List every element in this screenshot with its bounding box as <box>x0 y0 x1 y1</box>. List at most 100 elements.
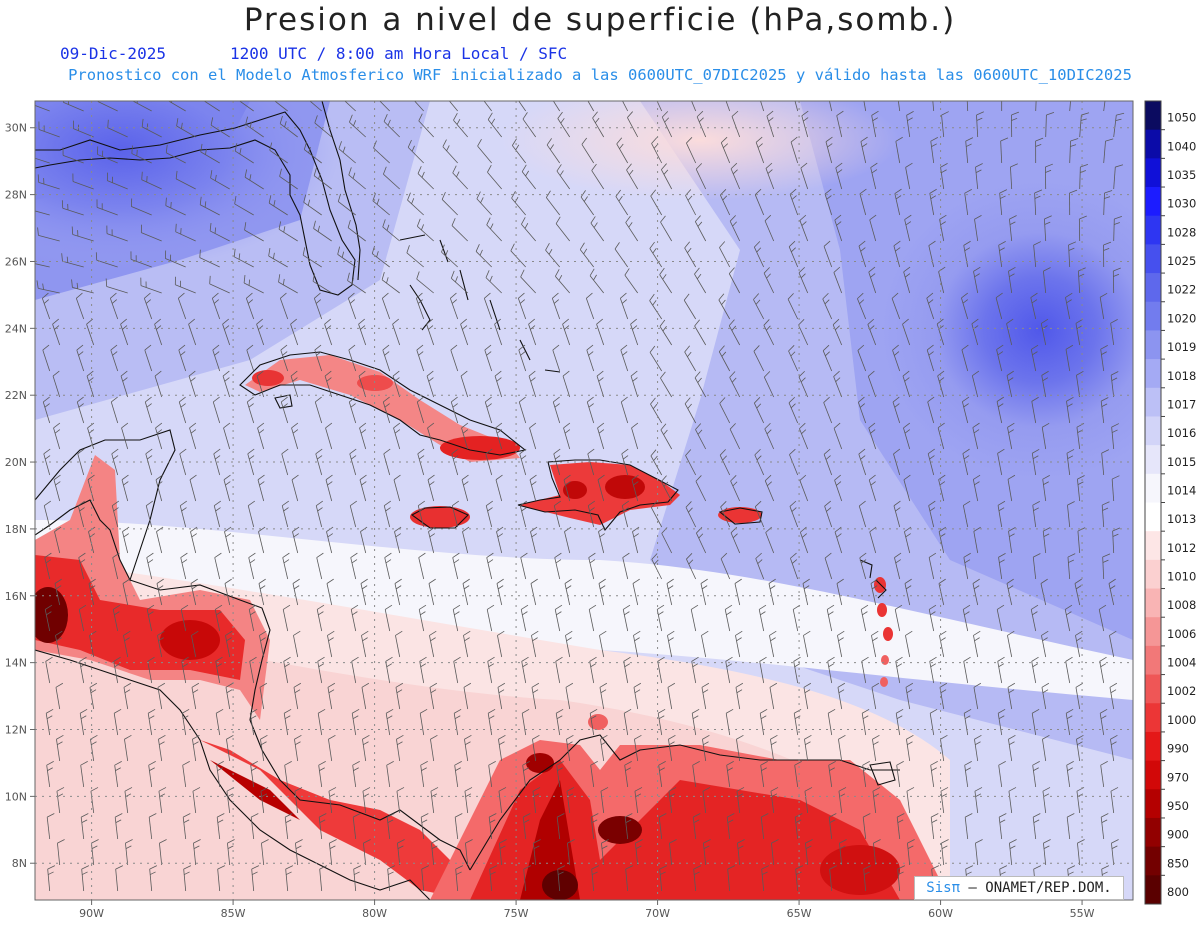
wind-barb-flag <box>1076 787 1085 792</box>
page-title: Presion a nivel de superficie (hPa,somb.… <box>243 2 957 38</box>
wind-barb-flag <box>359 474 367 481</box>
wind-barb-flag <box>395 533 401 538</box>
wind-barb-flag <box>360 325 366 330</box>
colorbar-label: 1016 <box>1167 426 1196 440</box>
wind-barb-flag <box>1043 845 1050 849</box>
wind-barb-shaft <box>347 227 366 242</box>
wind-barb-flag <box>1040 578 1048 584</box>
wind-barb-shaft <box>940 167 945 190</box>
wind-barb-flag <box>349 448 357 455</box>
wind-barb-flag <box>730 162 738 170</box>
wind-barb-shaft <box>1008 791 1013 814</box>
wind-barb-flag <box>226 689 233 694</box>
wind-barb-flag <box>732 221 737 227</box>
wind-barb-flag <box>222 370 230 377</box>
wind-barb-flag <box>45 559 52 564</box>
wind-barb-shaft <box>1041 635 1047 658</box>
wind-barb-flag <box>1077 481 1084 485</box>
wind-barb-flag <box>941 793 948 797</box>
wind-barb-shaft <box>72 181 94 190</box>
wind-barb-flag <box>1077 475 1085 480</box>
wind-barb-flag <box>632 578 640 584</box>
wind-barb-shaft <box>651 143 663 164</box>
wind-barb-shaft <box>789 194 799 216</box>
wind-barb-shaft <box>897 869 901 892</box>
wind-barb-shaft <box>753 402 765 424</box>
wind-barb-flag <box>528 370 536 377</box>
wind-barb-shaft <box>1042 791 1047 814</box>
wind-barb-flag <box>46 761 54 766</box>
wind-barb-flag <box>700 578 708 584</box>
wind-barb-flag <box>804 734 812 740</box>
wind-barb-shaft <box>1032 817 1037 840</box>
wind-barb-flag <box>872 734 880 740</box>
wind-barb-flag <box>325 474 333 481</box>
wind-barb-flag <box>764 422 771 430</box>
wind-barb-flag <box>839 839 847 844</box>
wind-barb-shaft <box>120 375 129 398</box>
wind-barb-flag <box>315 396 322 403</box>
wind-barb-flag <box>596 370 604 377</box>
wind-barb-flag <box>565 481 571 486</box>
wind-barb-flag <box>619 143 624 149</box>
wind-barb-shaft <box>130 259 152 268</box>
wind-barb-shaft <box>600 739 605 762</box>
wind-barb-flag <box>1115 118 1122 122</box>
wind-barb-shaft <box>1099 661 1105 684</box>
wind-barb-flag <box>157 682 166 688</box>
wind-barb-flag <box>725 656 733 662</box>
wind-barb-flag <box>149 767 155 772</box>
wind-barb-shaft <box>906 791 911 814</box>
wind-barb-flag <box>789 448 796 455</box>
wind-barb-flag <box>33 257 34 263</box>
wind-barb-shaft <box>859 193 867 216</box>
wind-barb-flag <box>387 119 391 126</box>
wind-barb-shaft <box>42 349 51 372</box>
wind-barb-flag <box>964 708 972 714</box>
wind-barb-flag <box>348 344 356 351</box>
wind-barb-shaft <box>91 843 95 866</box>
wind-barb-flag <box>771 741 777 746</box>
colorbar-swatch <box>1145 617 1161 647</box>
wind-barb-shaft <box>395 687 401 710</box>
wind-barb-flag <box>904 377 910 382</box>
wind-barb-flag <box>721 136 728 143</box>
wind-barb-flag <box>728 267 735 274</box>
wind-barb-shaft <box>200 151 220 164</box>
wind-barb-shaft <box>453 713 459 736</box>
wind-barb-flag <box>927 396 935 403</box>
wind-barb-flag <box>697 429 703 435</box>
wind-barb-flag <box>560 118 565 124</box>
wind-barb-shaft <box>114 817 119 840</box>
wind-barb-shaft <box>420 817 425 840</box>
wind-barb-flag <box>268 248 271 257</box>
wind-barb-flag <box>1102 559 1109 563</box>
wind-barb-flag <box>78 351 84 356</box>
wind-barb-shaft <box>596 375 605 398</box>
wind-barb-flag <box>250 611 256 616</box>
time-label: 1200 UTC / 8:00 am Hora Local / SFC <box>229 44 568 63</box>
wind-barb-flag <box>156 429 163 434</box>
wind-barb-shaft <box>823 246 833 268</box>
wind-barb-shaft <box>754 194 765 216</box>
wind-barb-flag <box>148 715 155 720</box>
wind-barb-shaft <box>193 843 197 866</box>
wind-barb-flag <box>1008 734 1016 740</box>
wind-barb-flag <box>429 533 435 538</box>
wind-barb-flag <box>1041 682 1050 688</box>
wind-barb-flag <box>1109 630 1117 636</box>
lon-tick-label: 80W <box>362 907 387 920</box>
wind-barb-shaft <box>902 375 911 398</box>
wind-barb-flag <box>756 247 762 253</box>
wind-barb-flag <box>545 190 551 198</box>
wind-barb-flag <box>452 552 460 558</box>
wind-barb-flag <box>650 449 657 457</box>
wind-barb-shaft <box>1032 557 1037 580</box>
wind-barb-shaft <box>226 791 231 814</box>
wind-barb-shaft <box>38 234 60 242</box>
wind-barb-flag <box>769 585 776 590</box>
wind-barb-shaft <box>114 765 119 788</box>
wind-barb-shaft <box>771 843 775 866</box>
wind-barb-flag <box>430 637 436 642</box>
wind-barb-shaft <box>941 843 945 866</box>
